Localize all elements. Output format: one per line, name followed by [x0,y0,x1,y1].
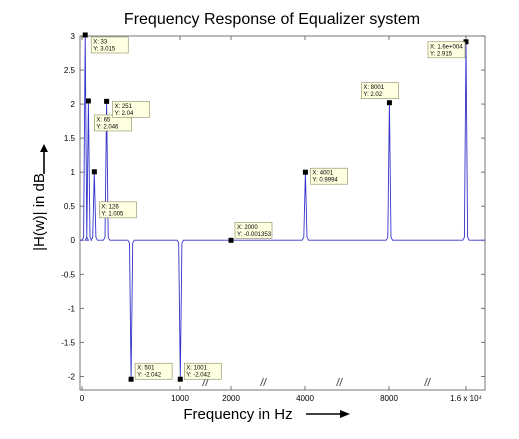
axis-break-icon [424,377,428,387]
x-axis-label: Frequency in Hz [183,406,292,423]
y-axis-label-group: |H(w)| in dB [31,144,48,251]
datatip-x-text: X: 33 [93,39,108,45]
datatip-x-text: X: 1001 [186,366,207,372]
datatip-marker[interactable] [82,32,88,38]
y-tick-label: -2 [68,372,76,381]
datatip-box [134,362,173,380]
y-tick-label: -1.5 [61,338,75,347]
y-tick-label: 1 [71,168,76,177]
x-tick-label: 1.6 x 10⁴ [450,394,482,403]
datatip-box [310,167,348,185]
chart-title: Frequency Response of Equalizer system [124,11,420,28]
datatip-x-text: X: 501 [137,366,155,372]
datatip-marker[interactable] [128,376,134,382]
axis-break-icon [339,377,343,387]
axis-break-icon [427,377,431,387]
datatip-marker[interactable] [386,100,392,106]
plot-area-frame [79,35,486,391]
datatip-x-text: X: 251 [115,104,133,110]
datatip-marker[interactable] [91,169,97,175]
datatip-x-text: X: 65 [96,117,111,123]
datatip-box [112,101,150,118]
y-axis-label: |H(w)| in dB [31,173,48,251]
datatip-box [427,41,466,59]
datatip-y-text: Y: 2.915 [430,51,453,57]
y-tick-label: -0.5 [61,270,75,279]
datatip-box [183,362,222,380]
datatip-marker[interactable] [463,39,469,45]
datatip-box [90,36,129,54]
x-tick-label: 4000 [296,394,314,403]
datatip-box [361,82,399,100]
datatip-marker[interactable] [177,376,183,382]
datatip-y-text: Y: -2.042 [186,373,211,379]
y-tick-label: 3 [71,32,76,41]
response-line [80,34,485,380]
datatip-marker[interactable] [85,98,91,104]
datatip-x-text: X: 126 [101,204,119,210]
datatip-y-text: Y: 2.046 [96,124,119,130]
datatip-y-text: Y: 1.005 [101,211,124,217]
y-tick-label: 2.5 [64,66,76,75]
y-tick-label: 2 [71,100,76,109]
x-axis: 0 1000 2000 4000 8000 1.6 x 10⁴ [80,36,483,403]
datatip-y-text: Y: 2.02 [363,92,382,98]
datatip-marker[interactable] [302,169,308,175]
datatip-y-text: Y: 3.015 [93,46,116,52]
y-tick-label: 0 [71,236,76,245]
datatip-marker[interactable] [104,98,110,104]
datatip-x-text: X: 8001 [363,85,384,91]
datatip-marker[interactable] [228,237,234,243]
datatip-x-text: X: 4001 [312,171,333,177]
y-axis-arrowhead-icon [40,144,48,152]
datatip: X: 33Y: 3.015 [90,36,129,54]
y-tick-label: 0.5 [64,202,76,211]
x-tick-label: 8000 [380,394,398,403]
datatip-x-text: X: 1.6e+004 [430,44,463,50]
datatip-x-text: X: 2000 [237,225,258,231]
axis-break-icon [260,377,264,387]
axis-break-icon [336,377,340,387]
datatip-y-text: Y: 2.04 [115,111,134,117]
datatip-y-text: Y: -0.001353 [237,232,272,238]
x-axis-label-group: Frequency in Hz [183,406,350,423]
datatip-box [234,222,273,239]
x-tick-label: 1000 [171,394,189,403]
x-tick-label: 0 [80,394,85,403]
datatip-y-text: Y: 0.9994 [312,178,338,184]
axis-break-marks [202,377,431,387]
axis-break-icon [263,377,267,387]
datatip-y-text: Y: -2.042 [137,373,162,379]
y-tick-label: -1 [68,304,76,313]
y-tick-label: 1.5 [64,134,76,143]
x-axis-arrowhead-icon [340,410,350,418]
x-tick-label: 2000 [222,394,240,403]
y-axis: 3 2.5 2 1.5 1 0.5 0 -0.5 -1 -1.5 -2 [61,32,485,381]
datatip-box [99,201,137,219]
